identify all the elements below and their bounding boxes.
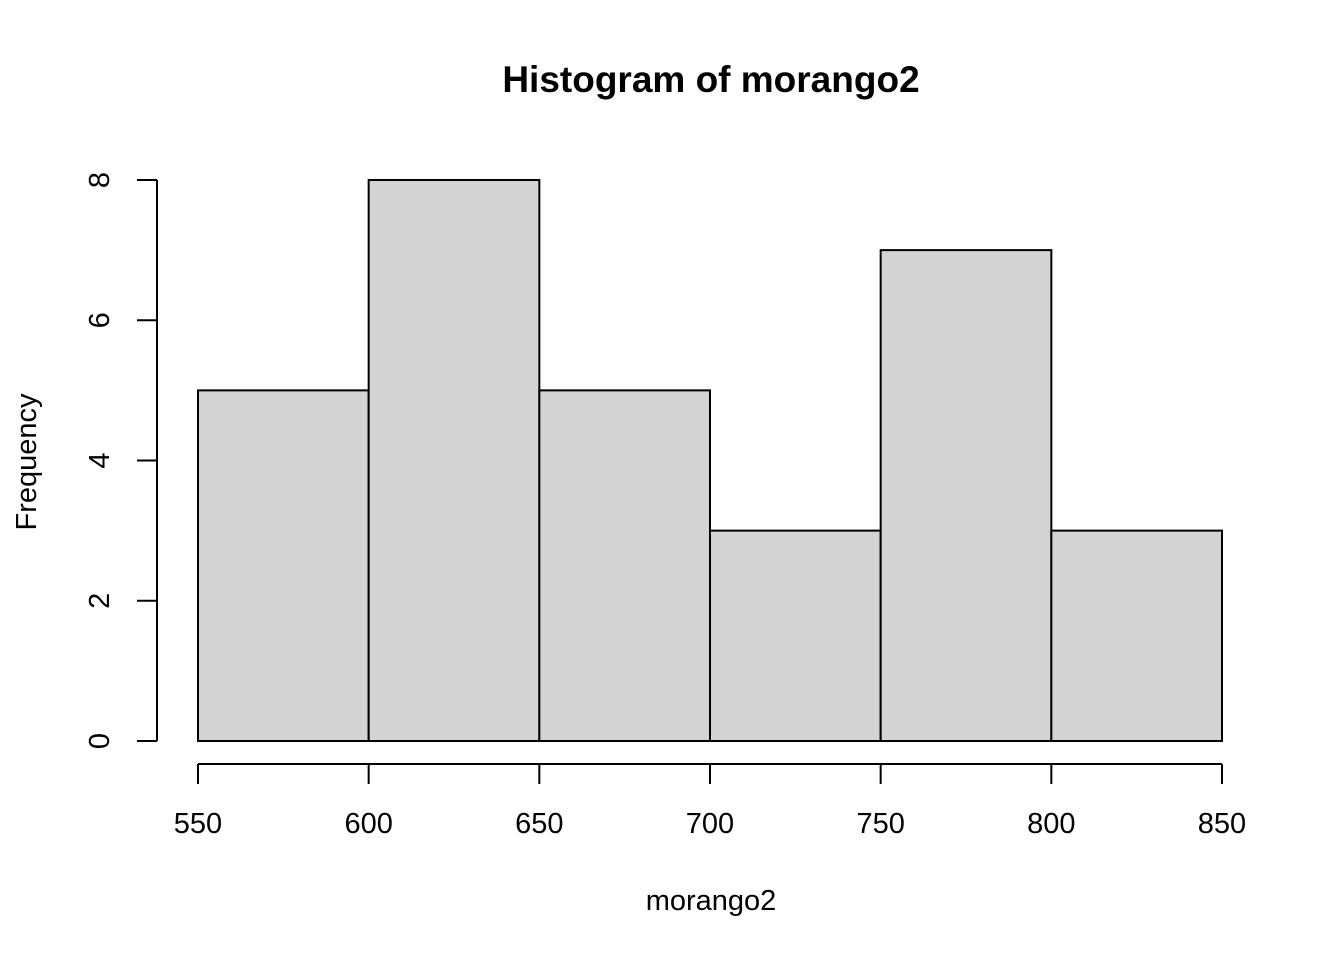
x-tick-label-4: 750 bbox=[856, 808, 904, 840]
x-tick-label-0: 550 bbox=[174, 808, 222, 840]
histogram-bar-5 bbox=[1050, 529, 1224, 742]
y-axis-label: Frequency bbox=[11, 393, 43, 531]
y-tick-label-2: 4 bbox=[84, 452, 116, 468]
y-tick-label-0: 0 bbox=[84, 733, 116, 749]
x-axis: 550 600 650 700 750 800 850 bbox=[174, 763, 1246, 840]
x-axis-label: morango2 bbox=[646, 885, 777, 917]
y-tick-label-4: 8 bbox=[84, 172, 116, 188]
y-axis: 0 2 4 6 8 bbox=[84, 172, 158, 749]
histogram-bar-2 bbox=[538, 389, 711, 742]
x-tick-label-1: 600 bbox=[344, 808, 392, 840]
histogram-bar-3 bbox=[709, 529, 882, 742]
y-tick-label-3: 6 bbox=[84, 312, 116, 328]
bars-group bbox=[197, 179, 1224, 742]
histogram-bar-0 bbox=[197, 389, 370, 742]
histogram-bar-1 bbox=[367, 179, 541, 742]
histogram-bar-4 bbox=[879, 249, 1053, 742]
x-tick-label-2: 650 bbox=[515, 808, 563, 840]
y-tick-label-1: 2 bbox=[84, 593, 116, 609]
x-tick-label-6: 850 bbox=[1198, 808, 1246, 840]
x-tick-label-5: 800 bbox=[1027, 808, 1075, 840]
chart-title: Histogram of morango2 bbox=[502, 59, 919, 100]
x-tick-label-3: 700 bbox=[686, 808, 734, 840]
